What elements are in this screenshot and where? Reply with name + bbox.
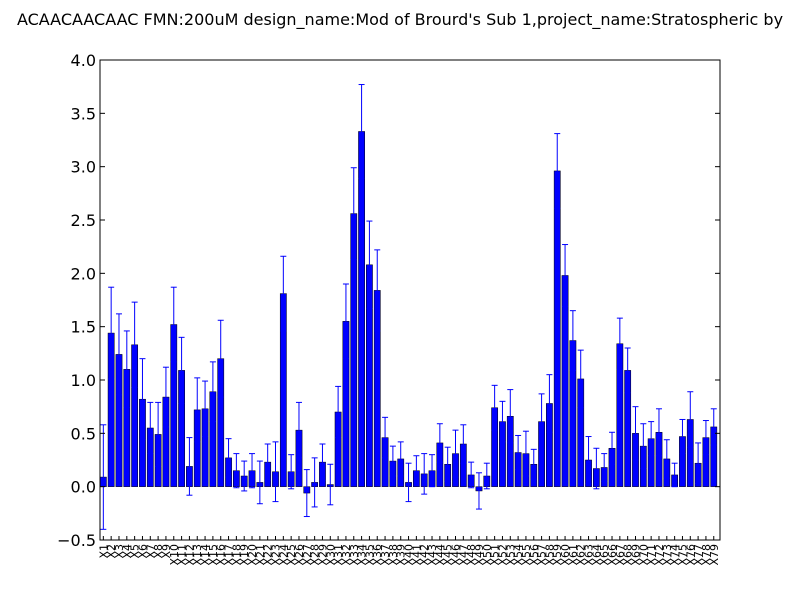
x-tick-label: X18 [230,544,243,566]
y-tick-label: 1.0 [71,371,96,390]
plot-frame [99,59,721,541]
x-tick-label: X65 [598,544,611,566]
x-tick-label: X24 [277,544,290,566]
x-tick-label: X9 [160,544,173,559]
x-tick-label: X39 [395,544,408,566]
x-tick-label: X74 [669,544,682,566]
bar-x60 [561,275,569,487]
x-tick-label: X44 [434,544,447,566]
x-tick-label: X49 [473,544,486,566]
x-tick-label: X51 [489,544,502,566]
x-tick-label: X59 [551,544,564,566]
x-tick-label: X61 [567,544,580,566]
x-tick-label: X63 [583,544,596,566]
y-tick-label: 2.0 [71,264,96,283]
x-tick-label: X20 [246,544,259,566]
x-tick-label: X10 [168,544,181,566]
x-tick-label: X56 [528,544,541,566]
x-tick-label: X53 [504,544,517,566]
x-tick-label: X19 [238,544,251,566]
x-tick-label: X27 [301,544,314,566]
x-tick-label: X33 [348,544,361,566]
x-tick-label: X76 [684,544,697,566]
x-tick-label: X29 [316,544,329,566]
x-tick-label: X17 [223,544,236,566]
x-tick-label: X38 [387,544,400,566]
x-tick-label: X8 [152,544,165,559]
x-tick-label: X47 [457,544,470,566]
x-tick-label: X54 [512,544,525,566]
x-axis: X1X2X3X4X5X6X7X8X9X10X11X12X13X14X15X16X… [97,536,721,566]
x-tick-label: X16 [215,544,228,566]
x-tick-label: X66 [606,544,619,566]
x-tick-label: X6 [136,544,149,559]
x-tick-label: X55 [520,544,533,566]
x-tick-label: X64 [590,544,603,566]
x-tick-label: X11 [176,544,189,566]
x-tick-label: X22 [262,544,275,566]
x-tick-label: X58 [543,544,556,566]
x-tick-label: X50 [481,544,494,566]
x-tick-label: X78 [700,544,713,566]
y-tick-label: 0.0 [71,478,96,497]
x-tick-label: X1 [97,544,110,559]
x-tick-label: X43 [426,544,439,566]
x-tick-label: X60 [559,544,572,566]
y-axis: −0.5 0.0 0.5 1.0 1.5 2.0 2.5 3.0 3.5 4.0 [57,51,720,550]
x-tick-label: X48 [465,544,478,566]
x-tick-label: X57 [536,544,549,566]
y-tick-label: 2.5 [71,211,96,230]
x-tick-label: X68 [622,544,635,566]
y-tick-label: 3.5 [71,104,96,123]
x-tick-label: X2 [105,544,118,559]
x-tick-label: X42 [418,544,431,566]
x-tick-label: X30 [324,544,337,566]
x-tick-label: X52 [496,544,509,566]
bar-x59 [553,170,561,487]
x-tick-label: X12 [183,544,196,566]
x-tick-label: X67 [614,544,627,566]
x-tick-label: X77 [692,544,705,566]
x-tick-label: X40 [403,544,416,566]
x-tick-label: X62 [575,544,588,566]
x-tick-label: X21 [254,544,267,566]
x-tick-label: X73 [661,544,674,566]
x-tick-label: X34 [356,544,369,566]
x-tick-label: X70 [637,544,650,566]
y-tick-label: 3.0 [71,158,96,177]
y-tick-label: −0.5 [57,531,96,550]
x-tick-label: X15 [207,544,220,566]
x-tick-label: X5 [129,544,142,559]
y-tick-label: 0.5 [71,424,96,443]
error-bars-layer [100,84,717,530]
x-tick-label: X35 [363,544,376,566]
x-tick-label: X32 [340,544,353,566]
x-tick-label: X46 [450,544,463,566]
x-tick-label: X75 [676,544,689,566]
x-tick-label: X72 [653,544,666,566]
x-tick-label: X13 [191,544,204,566]
x-tick-label: X45 [442,544,455,566]
x-tick-label: X23 [270,544,283,566]
x-tick-label: X69 [630,544,643,566]
x-tick-label: X25 [285,544,298,566]
x-tick-label: X7 [144,544,157,559]
x-tick-label: X41 [410,544,423,566]
chart-title: ACAACAACAAC FMN:200uM design_name:Mod of… [17,10,783,30]
x-tick-label: X31 [332,544,345,566]
x-tick-label: X36 [371,544,384,566]
bar-x34 [358,131,365,487]
y-tick-label: 4.0 [71,51,96,70]
x-tick-label: X79 [708,544,721,566]
x-tick-label: X37 [379,544,392,566]
x-tick-label: X26 [293,544,306,566]
y-tick-label: 1.5 [71,318,96,337]
x-tick-label: X4 [121,544,134,559]
x-tick-label: X71 [645,544,658,566]
x-tick-label: X14 [199,544,212,566]
x-tick-label: X28 [309,544,322,566]
x-tick-label: X3 [113,544,126,559]
